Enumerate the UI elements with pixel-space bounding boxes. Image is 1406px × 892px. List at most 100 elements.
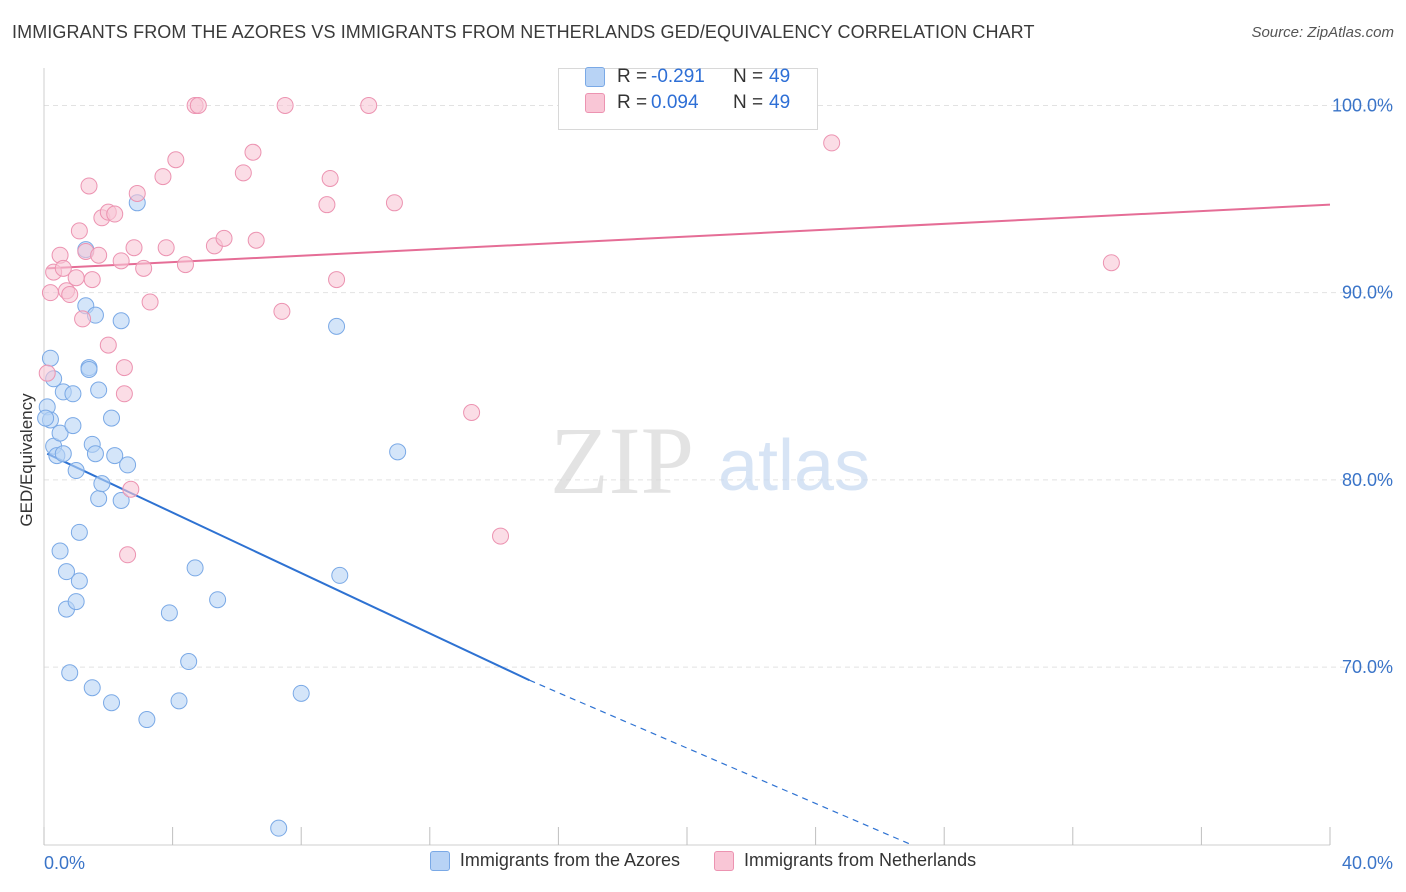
data-point-netherlands [135,259,153,277]
legend-label-azores: Immigrants from the Azores [459,850,680,870]
data-point-azores [58,563,76,581]
data-point-netherlands [276,96,294,114]
source-label: Source: ZipAtlas.com [1251,24,1394,41]
data-point-azores [90,381,108,399]
data-point-netherlands [41,284,59,302]
legend-item-netherlands[interactable]: Immigrants from Netherlands [714,850,976,871]
tick-labels: 100.0% 90.0% 80.0% 70.0% 0.0% 40.0% [44,95,1393,873]
legend-item-azores[interactable]: Immigrants from the Azores [429,850,680,871]
data-point-netherlands [122,480,140,498]
correlation-stats-box: R = -0.291 N = 49 R = 0.094 N = 49 [558,66,818,130]
n-label: N = [733,66,764,87]
data-point-netherlands [70,222,88,240]
data-point-azores [90,490,108,508]
data-point-netherlands [61,286,79,304]
data-point-azores [112,491,130,509]
data-point-netherlands [328,271,346,289]
r-value: -0.291 [651,66,705,87]
data-point-netherlands [99,336,117,354]
x-tick-label: 40.0% [1342,853,1393,873]
data-point-netherlands [106,205,124,223]
trend-lines [46,203,1331,846]
trend-line-dashed [529,679,913,846]
data-point-azores [138,711,156,729]
data-point-netherlands [463,404,481,422]
legend-swatch-blue [429,850,450,871]
data-point-netherlands [141,293,159,311]
data-point-netherlands [189,96,207,114]
watermark-zip: ZIP [550,407,694,514]
data-point-netherlands [115,359,133,377]
data-point-azores [93,475,111,493]
y-tick-label: 100.0% [1332,95,1393,115]
data-point-netherlands [215,229,233,247]
n-value: 49 [769,66,791,87]
data-point-netherlands [154,168,172,186]
data-point-azores [41,349,59,367]
data-point-azores [51,424,69,442]
data-point-azores [67,593,85,611]
r-label: R = [617,92,648,113]
data-point-netherlands [54,259,72,277]
data-point-azores [112,312,130,330]
data-point-netherlands [83,271,101,289]
data-point-netherlands [157,239,175,257]
data-point-azores [51,542,69,560]
data-point-netherlands [119,546,137,564]
data-point-azores [186,559,204,577]
legend: Immigrants from the Azores Immigrants fr… [0,850,1406,871]
data-point-netherlands [74,310,92,328]
data-point-azores [103,409,121,427]
data-point-azores [70,523,88,541]
data-point-azores [119,456,137,474]
data-point-azores [83,679,101,697]
data-point-netherlands [90,246,108,264]
data-point-azores [54,445,72,463]
data-point-netherlands [167,151,185,169]
data-point-netherlands [125,239,143,257]
legend-swatch-pink [714,850,734,871]
data-point-azores [160,604,178,622]
data-point-netherlands [247,231,265,249]
data-points [37,96,1120,837]
data-point-azores [328,317,346,335]
y-axis-label: GED/Equivalency [17,393,36,527]
data-point-azores [70,572,88,590]
data-point-netherlands [823,134,841,152]
data-point-azores [170,692,188,710]
data-point-netherlands [360,96,378,114]
trend-line-solid [47,203,1331,270]
data-point-azores [67,462,85,480]
data-point-azores [106,447,124,465]
data-point-azores [331,566,349,584]
data-point-azores [389,443,407,461]
chart-title: IMMIGRANTS FROM THE AZORES VS IMMIGRANTS… [12,22,1035,42]
r-value: 0.094 [651,92,699,113]
data-point-netherlands [234,164,252,182]
data-point-azores [292,684,310,702]
data-point-netherlands [492,527,510,545]
data-point-netherlands [38,364,56,382]
stats-swatch-pink [585,93,605,113]
n-value: 49 [769,92,791,113]
data-point-netherlands [128,184,146,202]
data-point-azores [61,664,79,682]
legend-label-netherlands: Immigrants from Netherlands [744,850,977,870]
data-point-netherlands [176,256,194,274]
data-point-netherlands [318,196,336,214]
data-point-azores [64,417,82,435]
data-point-netherlands [67,269,85,287]
y-tick-label: 90.0% [1342,283,1393,303]
n-label: N = [733,92,764,113]
data-point-netherlands [80,177,98,195]
data-point-netherlands [244,143,262,161]
data-point-azores [64,385,82,403]
data-point-azores [180,653,198,671]
watermark-atlas: atlas [718,426,870,506]
data-point-netherlands [321,169,339,187]
trend-line-solid [46,452,530,682]
data-point-azores [80,360,98,378]
data-point-netherlands [112,252,130,270]
grid-lines [44,104,1392,668]
